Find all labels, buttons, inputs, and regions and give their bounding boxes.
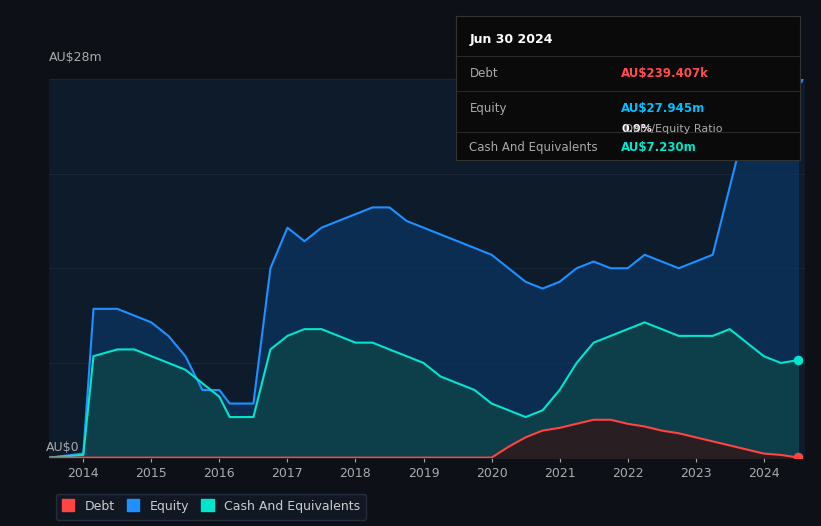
Legend: Debt, Equity, Cash And Equivalents: Debt, Equity, Cash And Equivalents xyxy=(56,494,366,520)
Text: Cash And Equivalents: Cash And Equivalents xyxy=(470,141,598,154)
Text: Jun 30 2024: Jun 30 2024 xyxy=(470,33,553,46)
Point xyxy=(791,453,805,462)
Text: AU$239.407k: AU$239.407k xyxy=(621,67,709,80)
Text: AU$28m: AU$28m xyxy=(49,50,103,64)
Text: AU$0: AU$0 xyxy=(45,441,79,454)
Text: Debt: Debt xyxy=(470,67,498,80)
Text: 0.9%: 0.9% xyxy=(621,124,652,134)
Text: AU$27.945m: AU$27.945m xyxy=(621,102,705,115)
Point xyxy=(791,75,805,83)
Point xyxy=(791,356,805,365)
Text: Debt/Equity Ratio: Debt/Equity Ratio xyxy=(621,124,722,134)
Text: AU$7.230m: AU$7.230m xyxy=(621,141,697,154)
Text: Equity: Equity xyxy=(470,102,507,115)
